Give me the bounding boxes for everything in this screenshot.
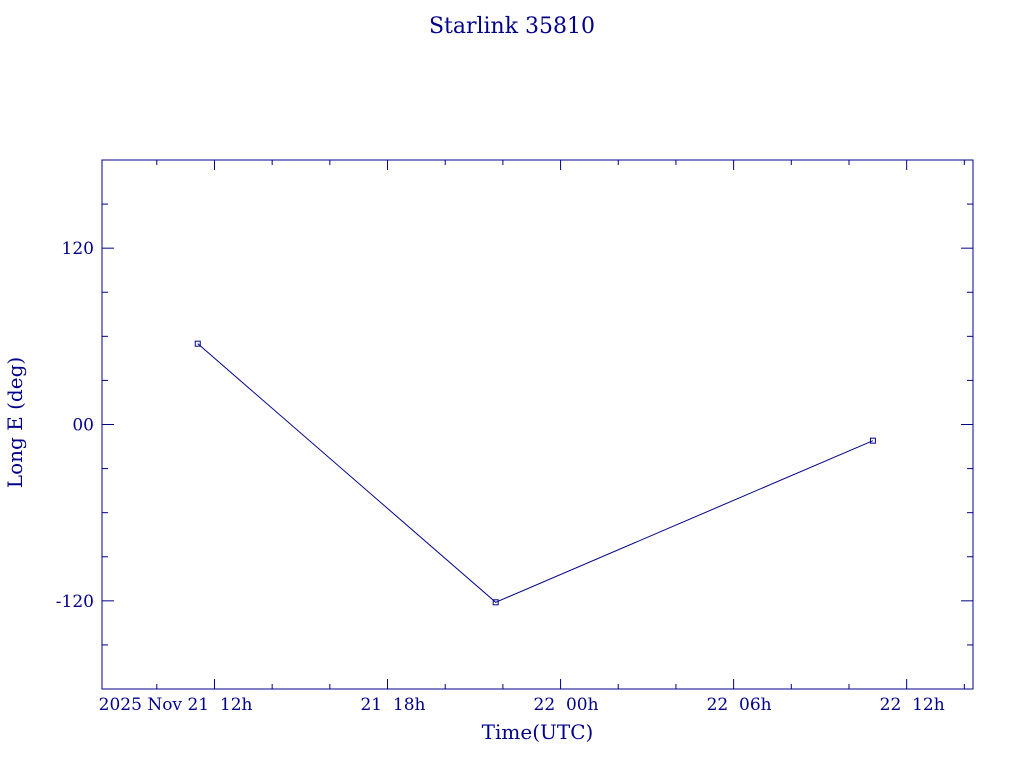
y-axis-label: Long E (deg) bbox=[3, 357, 27, 488]
y-tick-label: 00 bbox=[72, 416, 94, 436]
x-tick-label: 2025 Nov 21 12h bbox=[99, 695, 253, 715]
y-tick-label: 120 bbox=[62, 239, 94, 259]
data-point bbox=[194, 340, 201, 347]
series-line bbox=[197, 343, 874, 603]
plot-frame bbox=[101, 159, 974, 690]
data-point bbox=[869, 437, 876, 444]
chart-title: Starlink 35810 bbox=[428, 14, 596, 39]
x-tick-label: 22 00h bbox=[534, 695, 599, 715]
x-tick-label: 21 18h bbox=[360, 695, 425, 715]
x-tick-label: 22 12h bbox=[880, 695, 945, 715]
x-tick-label: 22 06h bbox=[707, 695, 772, 715]
y-tick-label: -120 bbox=[56, 592, 94, 612]
data-point bbox=[492, 599, 499, 606]
x-axis-label: Time(UTC) bbox=[482, 720, 594, 744]
